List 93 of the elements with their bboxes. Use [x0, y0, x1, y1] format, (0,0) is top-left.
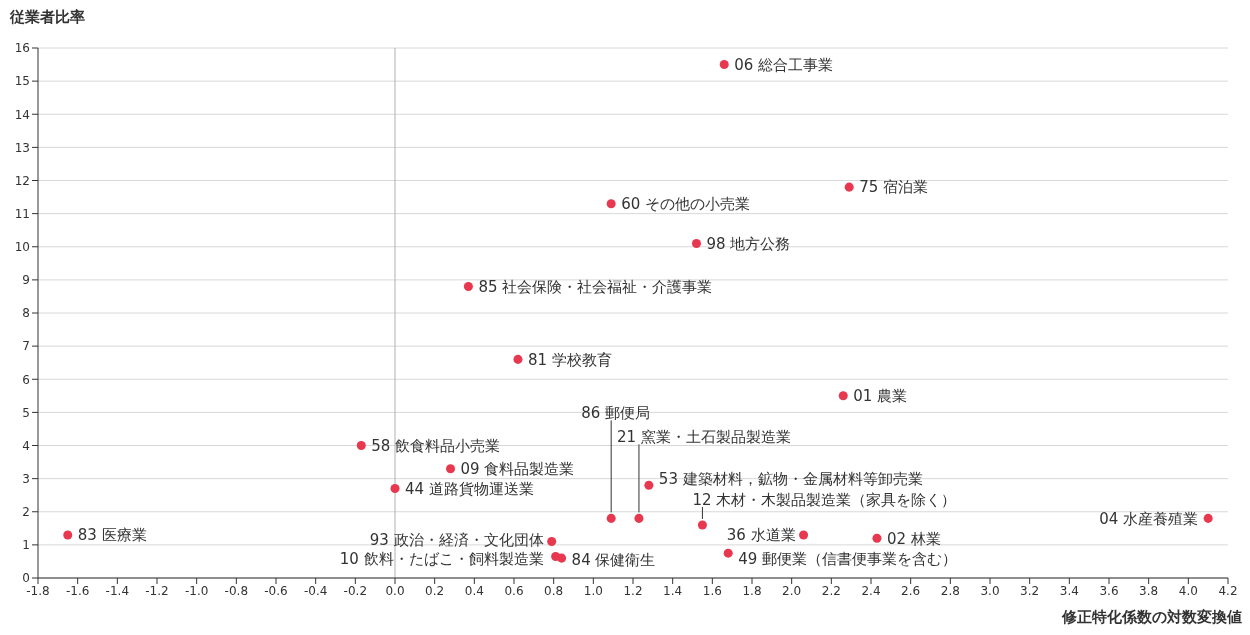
point [606, 513, 616, 523]
x-tick-label: 2.6 [901, 583, 921, 598]
annotation: 09 食料品製造業 [460, 459, 575, 478]
x-tick-label: 1.6 [702, 583, 722, 598]
x-tick-label: 4.0 [1178, 583, 1198, 598]
annotation: 84 保健衛生 [571, 551, 656, 570]
x-tick-label: -0.6 [264, 583, 288, 598]
point [644, 480, 654, 490]
x-tick-label: -1.2 [145, 583, 169, 598]
x-tick-label: -1.6 [65, 583, 90, 598]
y-tick-label: 8 [22, 306, 30, 321]
x-tick-label: -1.8 [26, 583, 50, 598]
annotation: 75 宿泊業 [859, 178, 929, 197]
point [723, 548, 733, 558]
x-tick-label: 0.2 [425, 583, 445, 598]
y-tick-label: 5 [22, 405, 30, 420]
x-tick-label: 3.8 [1139, 583, 1159, 598]
point [844, 182, 854, 192]
annotation: 10 飲料・たばこ・飼料製造業 [339, 549, 544, 568]
x-tick-label: 0.8 [544, 583, 564, 598]
y-tick-label: 7 [22, 339, 30, 354]
annotation: 49 郵便業（信書便事業を含む） [738, 550, 958, 569]
y-tick-label: 2 [22, 505, 30, 520]
annotation: 44 道路貨物運送業 [405, 479, 534, 498]
y-tick-label: 11 [14, 206, 30, 221]
point [799, 530, 809, 540]
y-tick-label: 4 [22, 438, 30, 453]
annotation: 04 水産養殖業 [1099, 509, 1199, 528]
x-tick-label: 0.6 [504, 583, 524, 598]
annotation: 81 学校教育 [527, 350, 612, 369]
annotation: 58 飲食料品小売業 [371, 436, 501, 455]
point [463, 281, 473, 292]
x-tick-label: 3.4 [1059, 583, 1079, 598]
annotation: 98 地方公務 [706, 234, 791, 253]
annotation: 36 水道業 [726, 526, 796, 545]
x-tick-label: 2.4 [861, 583, 881, 598]
x-tick-label: -1.0 [184, 583, 209, 598]
x-tick-label: 1.4 [663, 583, 683, 598]
annotation: 53 建築材料，鉱物・金属材料等卸売業 [658, 469, 923, 488]
y-tick-label: 10 [14, 240, 30, 255]
y-tick-label: 15 [14, 74, 30, 89]
annotation: 86 郵便局 [581, 403, 651, 422]
point [606, 199, 616, 209]
y-tick-label: 13 [14, 140, 30, 155]
x-tick-label: 3.0 [980, 583, 1000, 598]
y-tick-label: 0 [22, 571, 30, 586]
point [697, 520, 707, 530]
point [1203, 513, 1213, 523]
x-tick-label: 1.2 [623, 583, 643, 598]
annotation: 83 医療業 [77, 526, 147, 545]
point [838, 391, 848, 401]
point [446, 464, 456, 474]
annotation: 02 林業 [886, 529, 941, 548]
x-tick-label: 2.2 [821, 583, 841, 598]
y-tick-label: 16 [14, 41, 30, 56]
annotation: 93 政治・経済・文化団体 [369, 530, 544, 549]
x-tick-label: 1.0 [583, 583, 603, 598]
y-tick-label: 14 [14, 107, 30, 122]
annotation: 21 窯業・土石製品製造業 [616, 427, 791, 446]
x-tick-label: -0.8 [224, 583, 249, 598]
annotation: 06 総合工事業 [734, 55, 834, 74]
x-tick-label: -0.4 [303, 583, 328, 598]
x-tick-label: 2.0 [782, 583, 802, 598]
x-tick-label: 3.2 [1020, 583, 1040, 598]
point [719, 60, 729, 70]
x-tick-label: 0.4 [464, 583, 484, 598]
x-tick-label: 3.6 [1099, 583, 1119, 598]
point [547, 537, 557, 547]
x-tick-label: -0.2 [343, 583, 368, 598]
y-tick-label: 1 [22, 538, 30, 553]
point [513, 354, 523, 364]
x-tick-label: 2.8 [940, 583, 960, 598]
annotation: 01 農業 [853, 387, 908, 406]
annotation: 60 その他の小売業 [621, 194, 751, 213]
point [691, 238, 701, 248]
y-tick-label: 12 [14, 173, 30, 188]
y-axis-title: 従業者比率 [10, 8, 85, 27]
y-tick-label: 3 [22, 471, 30, 486]
y-tick-label: 6 [22, 372, 30, 387]
point [356, 440, 366, 451]
point [872, 533, 882, 543]
x-axis-title: 修正特化係数の対数変換値 [1062, 608, 1242, 627]
point [63, 530, 73, 540]
point [390, 484, 400, 494]
x-tick-label: 4.2 [1218, 583, 1238, 598]
annotation: 12 木材・木製品製造業（家具を除く） [692, 491, 957, 510]
x-tick-label: 1.8 [742, 583, 762, 598]
y-tick-label: 9 [22, 273, 30, 288]
point [557, 553, 567, 563]
x-tick-label: -1.4 [105, 583, 130, 598]
x-tick-label: 0.0 [385, 583, 405, 598]
point [634, 513, 644, 523]
annotation: 85 社会保険・社会福祉・介護事業 [478, 277, 713, 296]
